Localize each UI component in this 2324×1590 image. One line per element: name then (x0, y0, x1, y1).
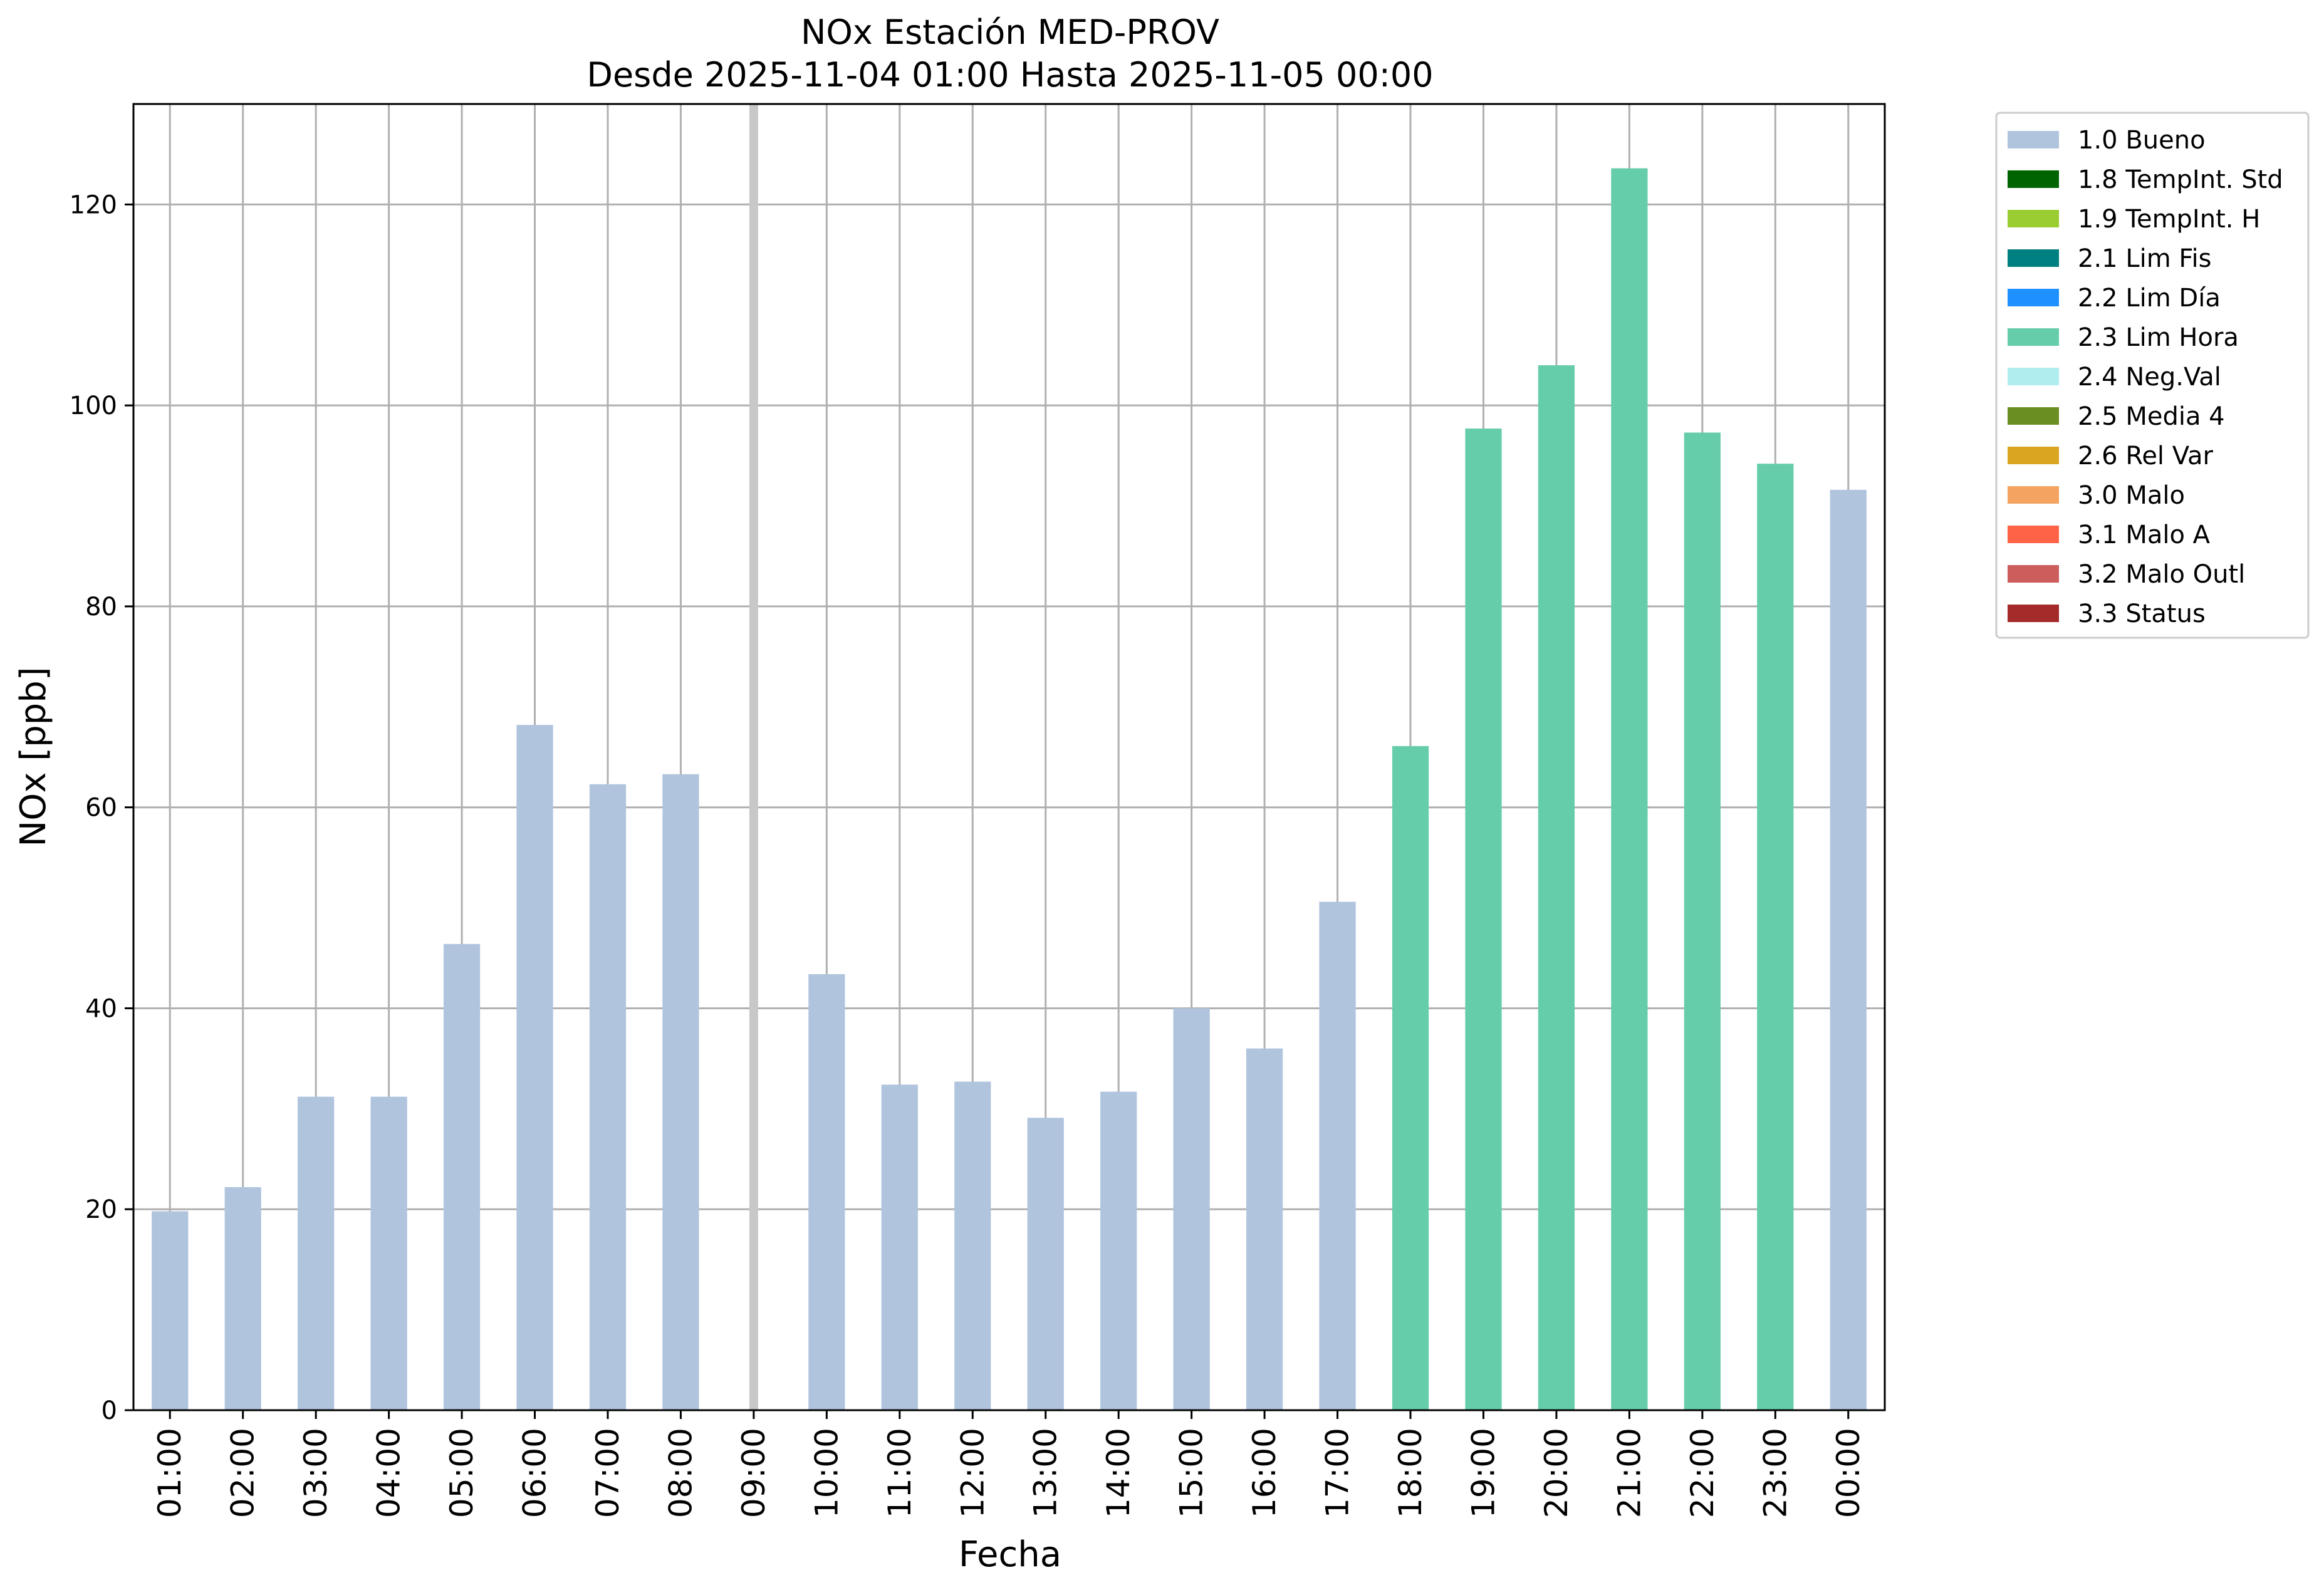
bar-23:00 (1757, 464, 1794, 1410)
x-tick-label: 01:00 (152, 1428, 188, 1518)
y-axis-label: NOx [ppb] (13, 667, 54, 846)
x-tick-label: 11:00 (882, 1428, 918, 1518)
legend-label: 2.2 Lim Día (2078, 284, 2221, 313)
legend-label: 1.9 TempInt. H (2078, 205, 2260, 234)
bar-04:00 (370, 1096, 407, 1410)
x-tick-label: 13:00 (1028, 1428, 1064, 1518)
bar-06:00 (516, 725, 553, 1410)
bar-05:00 (443, 943, 481, 1410)
x-tick-label: 04:00 (371, 1428, 407, 1518)
bar-21:00 (1611, 168, 1648, 1411)
legend-swatch (2008, 565, 2059, 583)
legend-label: 1.8 TempInt. Std (2078, 165, 2283, 194)
y-tick-label: 20 (85, 1195, 117, 1224)
y-tick-label: 40 (85, 994, 117, 1023)
legend-label: 2.4 Neg.Val (2078, 363, 2221, 392)
legend-swatch (2008, 447, 2059, 464)
legend-swatch (2008, 249, 2059, 267)
legend-label: 3.1 Malo A (2078, 521, 2211, 549)
x-tick-label: 00:00 (1830, 1428, 1867, 1518)
chart-title: NOx Estación MED-PROV (801, 13, 1219, 52)
bar-02:00 (224, 1187, 261, 1410)
bar-20:00 (1538, 365, 1575, 1410)
legend-label: 2.6 Rel Var (2078, 442, 2214, 470)
x-tick-label: 08:00 (662, 1428, 699, 1518)
bar-12:00 (954, 1081, 991, 1410)
bar-01:00 (152, 1211, 189, 1410)
x-tick-label: 18:00 (1392, 1428, 1429, 1518)
legend-label: 2.5 Media 4 (2078, 402, 2225, 431)
legend-swatch (2008, 289, 2059, 306)
x-tick-label: 03:00 (298, 1428, 334, 1518)
legend-label: 1.0 Bueno (2078, 126, 2206, 155)
x-tick-label: 16:00 (1246, 1428, 1283, 1518)
bar-22:00 (1684, 432, 1721, 1410)
x-tick-label: 07:00 (590, 1428, 626, 1518)
y-tick-label: 80 (85, 593, 117, 621)
x-axis-label: Fecha (959, 1534, 1061, 1575)
y-tick-label: 100 (70, 392, 117, 420)
bar-11:00 (881, 1084, 918, 1410)
legend-swatch (2008, 407, 2059, 425)
legend-label: 2.1 Lim Fis (2078, 244, 2211, 273)
x-tick-label: 22:00 (1684, 1428, 1721, 1518)
x-tick-label: 21:00 (1611, 1428, 1647, 1518)
legend-swatch (2008, 368, 2059, 385)
x-tick-label: 19:00 (1465, 1428, 1501, 1518)
bar-10:00 (808, 974, 845, 1410)
bar-13:00 (1027, 1118, 1064, 1410)
bar-03:00 (298, 1096, 335, 1410)
legend-box (1995, 112, 2310, 639)
x-tick-label: 17:00 (1320, 1428, 1356, 1518)
bar-14:00 (1100, 1091, 1137, 1410)
axis-layer: 0 20 40 60 80 100 120 01:00 02:00 03:00 04:00 05:00… (70, 103, 1886, 1518)
x-tick-label: 12:00 (954, 1428, 991, 1518)
bar-00:00 (1830, 489, 1867, 1410)
legend-label: 2.3 Lim Hora (2078, 323, 2239, 352)
legend: 1.0 Bueno 1.8 TempInt. Std 1.9 TempInt. H 2… (1995, 112, 2310, 639)
x-tick-label: 23:00 (1757, 1428, 1793, 1518)
bar-18:00 (1392, 746, 1429, 1410)
x-tick-label: 05:00 (444, 1428, 480, 1518)
x-tick-label: 09:00 (736, 1428, 772, 1518)
bar-17:00 (1319, 902, 1356, 1410)
legend-swatch (2008, 170, 2059, 188)
missing-data-marker (749, 104, 758, 1410)
legend-swatch (2008, 210, 2059, 227)
x-tick-label: 15:00 (1174, 1428, 1210, 1518)
legend-label: 3.3 Status (2078, 600, 2206, 628)
y-tick-label: 60 (85, 794, 117, 823)
legend-swatch (2008, 605, 2059, 622)
legend-swatch (2008, 131, 2059, 148)
bar-07:00 (589, 784, 627, 1410)
legend-label: 3.0 Malo (2078, 481, 2185, 510)
x-tick-label: 06:00 (517, 1428, 553, 1518)
x-tick-label: 14:00 (1100, 1428, 1137, 1518)
plot-frame (132, 103, 1886, 1411)
y-tick-label: 120 (70, 190, 117, 219)
bar-19:00 (1465, 429, 1502, 1411)
legend-label: 3.2 Malo Outl (2078, 560, 2245, 589)
legend-swatch (2008, 526, 2059, 543)
chart-subtitle: Desde 2025-11-04 01:00 Hasta 2025-11-05 … (586, 55, 1433, 95)
bar-08:00 (662, 774, 699, 1410)
legend-swatch (2008, 328, 2059, 346)
bar-16:00 (1246, 1048, 1283, 1410)
x-tick-label: 10:00 (808, 1428, 845, 1518)
x-tick-label: 20:00 (1538, 1428, 1575, 1518)
legend-swatch (2008, 486, 2059, 504)
y-tick-label: 0 (102, 1396, 117, 1425)
bar-15:00 (1173, 1008, 1210, 1410)
x-tick-label: 02:00 (225, 1428, 261, 1518)
bar-layer (152, 104, 1867, 1411)
